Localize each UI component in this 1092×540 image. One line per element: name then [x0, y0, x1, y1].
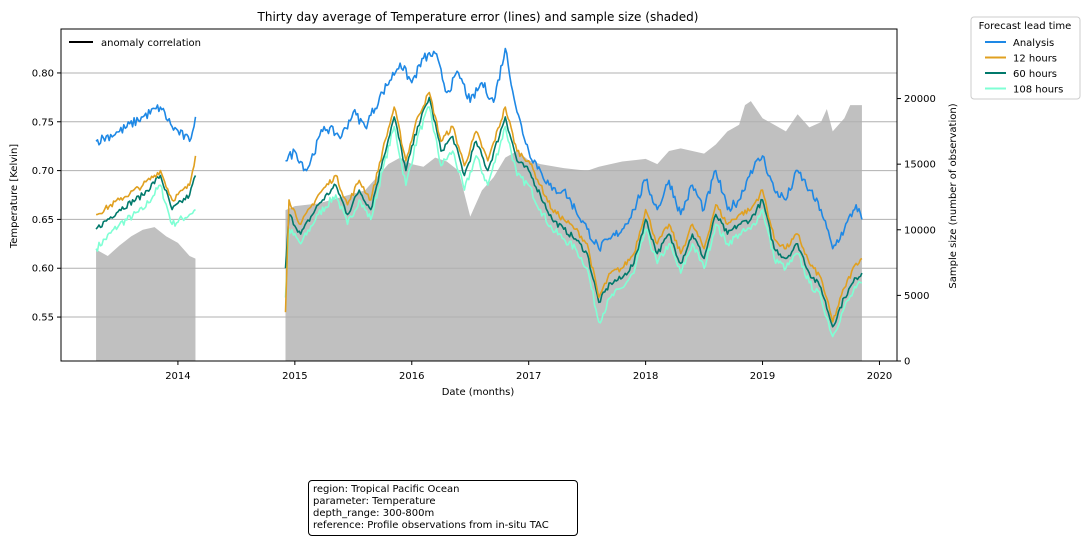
legend: Forecast lead time Analysis 12 hours 60 ho…: [970, 16, 1081, 100]
y-tick-label-5: 0.80: [32, 68, 54, 79]
plot-frame: [60, 28, 898, 362]
y-tick-label-1: 0.60: [32, 264, 54, 275]
info-line-parameter: parameter: Temperature: [313, 496, 436, 507]
x-tick-label-1: 2015: [282, 371, 307, 382]
legend-label-12-hours: 12 hours: [1013, 54, 1057, 65]
x-axis-label: Date (months): [442, 387, 515, 398]
y-tick-label-3: 0.70: [32, 166, 54, 177]
legend-label-60-hours: 60 hours: [1013, 69, 1057, 80]
info-box: region: Tropical Pacific Ocean parameter…: [308, 480, 578, 536]
y2-tick-label-1: 5000: [904, 291, 929, 302]
y-tick-label-0: 0.55: [32, 313, 54, 324]
chart-title: Thirty day average of Temperature error …: [257, 10, 699, 24]
y2-tick-label-4: 20000: [904, 94, 936, 105]
info-line-reference: reference: Profile observations from in-…: [313, 520, 549, 531]
sample-size-area-2: [285, 101, 862, 361]
y-axis-label: Temperature [Kelvin]: [9, 144, 20, 249]
x-tick-label-6: 2020: [867, 371, 892, 382]
legend-label-analysis: Analysis: [1013, 38, 1054, 49]
inner-legend: anomaly correlation: [69, 38, 201, 49]
inner-legend-label: anomaly correlation: [101, 38, 201, 49]
legend-frame: [970, 16, 1081, 100]
x-tick-label-5: 2019: [750, 371, 775, 382]
series-line-analysis: [95, 47, 863, 252]
y2-tick-label-2: 10000: [904, 225, 936, 236]
x-tick-label-2: 2016: [399, 371, 424, 382]
y-tick-label-4: 0.75: [32, 117, 54, 128]
series-line-12-hours: [96, 91, 863, 323]
x-tick-label-4: 2018: [633, 371, 658, 382]
y-tick-label-2: 0.65: [32, 215, 54, 226]
x-tick-label-3: 2017: [516, 371, 541, 382]
y2-tick-label-0: 0: [904, 357, 910, 368]
plot-area: 0.55 0.60 0.65 0.70 0.75 0.80 0 5000 10000 15000 2…: [32, 28, 936, 382]
y2-tick-label-3: 15000: [904, 160, 936, 171]
sample-size-area-1: [96, 227, 196, 361]
series-line-108-hours: [95, 106, 863, 338]
y2-axis-label: Sample size (number of observation): [948, 103, 959, 288]
info-line-region: region: Tropical Pacific Ocean: [313, 484, 460, 495]
legend-label-108-hours: 108 hours: [1013, 85, 1063, 96]
legend-title: Forecast lead time: [979, 21, 1072, 32]
info-line-depth-range: depth_range: 300-800m: [313, 508, 435, 519]
x-tick-label-0: 2014: [165, 371, 190, 382]
series-line-60-hours: [95, 96, 863, 328]
